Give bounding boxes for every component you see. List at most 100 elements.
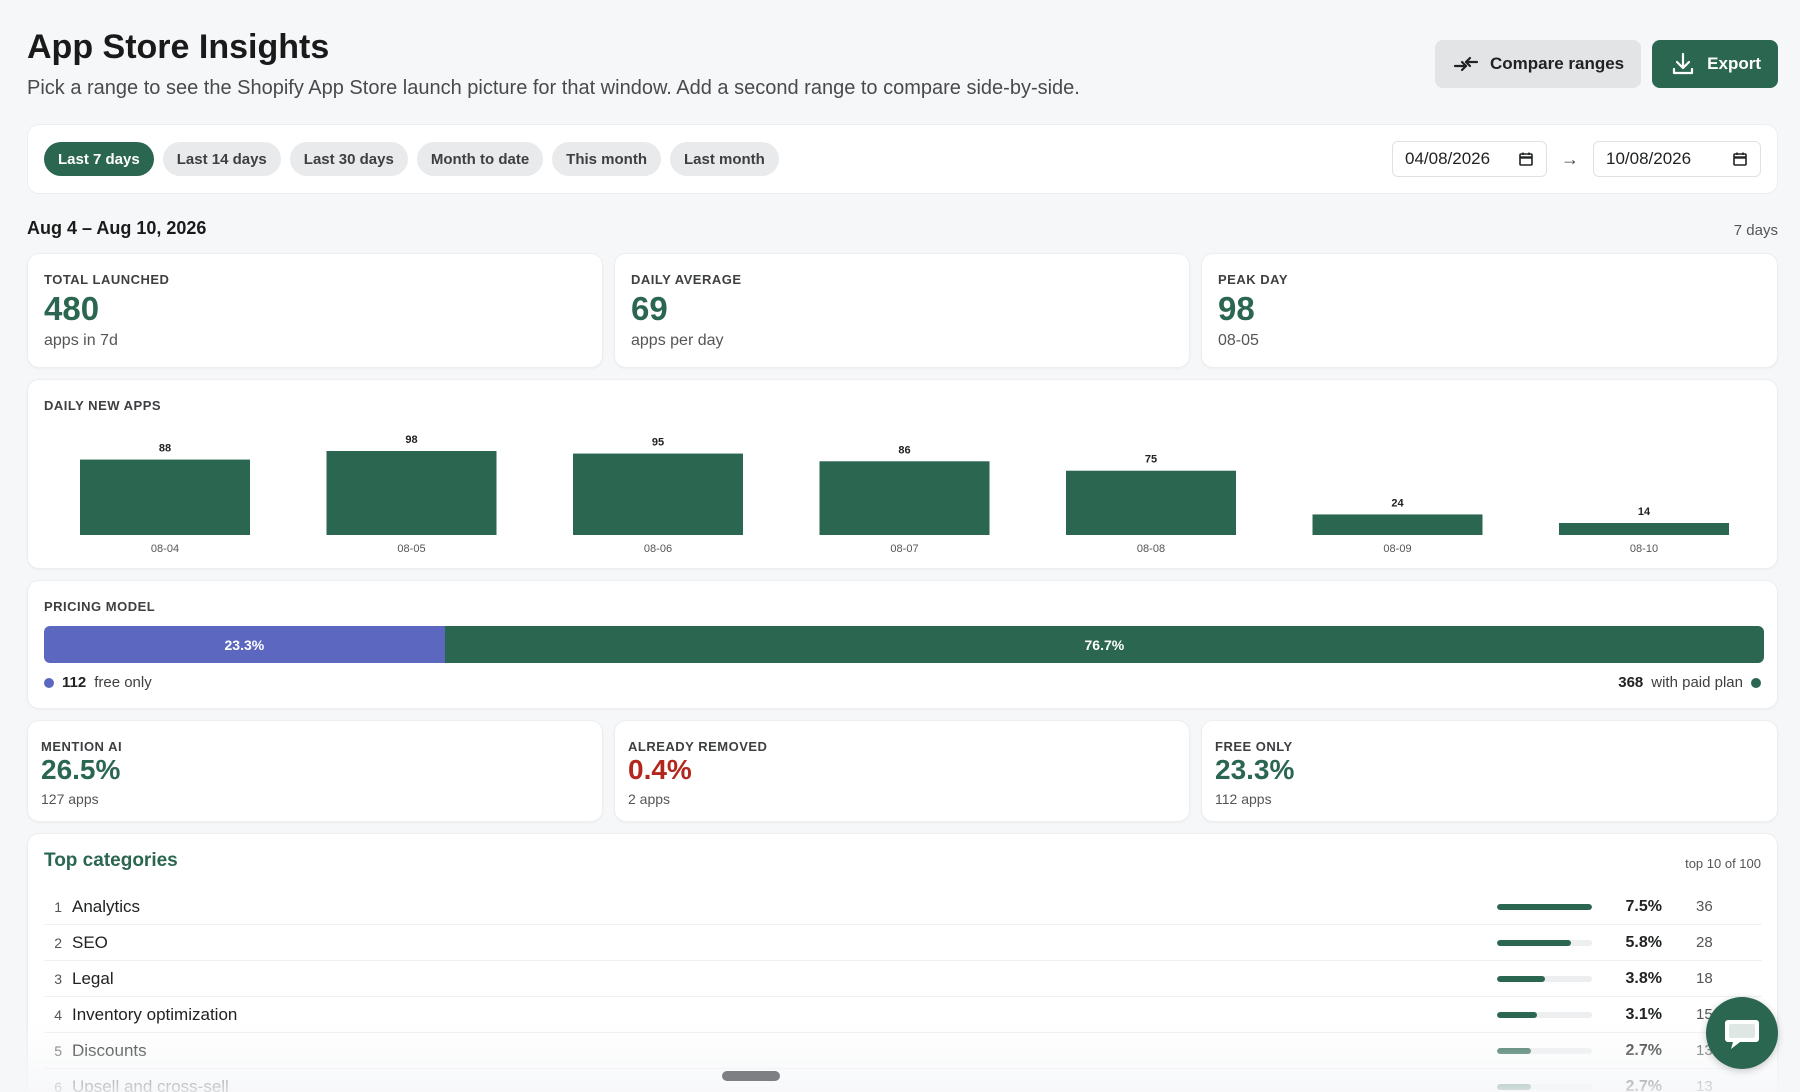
stat-card-free-only: FREE ONLY 23.3% 112 apps — [1201, 720, 1778, 822]
category-share-bar — [1497, 1011, 1592, 1018]
scroll-handle[interactable] — [722, 1071, 780, 1081]
stat-value: 480 — [44, 290, 100, 327]
page-title: App Store Insights — [27, 28, 330, 66]
stat-card-peak-day: PEAK DAY 98 08-05 — [1201, 253, 1778, 368]
free-pct-label: 23.3% — [224, 636, 265, 653]
category-share-fill — [1497, 975, 1545, 982]
paid-dot-icon — [1751, 677, 1761, 688]
chat-button[interactable] — [1706, 997, 1778, 1069]
category-pct: 7.5% — [1625, 897, 1662, 915]
top-categories-meta: top 10 of 100 — [1685, 856, 1761, 871]
page: App Store Insights Pick a range to see t… — [27, 0, 1778, 1092]
stat-label: ALREADY REMOVED — [628, 739, 768, 754]
range-preset-pill[interactable]: Last 14 days — [162, 142, 281, 176]
daily-new-apps-chart: 88 08-04 98 08-05 95 08-06 86 08-07 75 08-08 24 08-… — [80, 434, 1729, 555]
category-share-bar — [1497, 975, 1592, 982]
bar-08-04 — [80, 459, 250, 535]
free-dot-icon — [44, 677, 54, 688]
category-share-bar — [1497, 903, 1592, 910]
category-name: Upsell and cross-sell — [72, 1076, 229, 1092]
export-button[interactable]: Export — [1652, 40, 1778, 88]
category-pct: 3.8% — [1625, 969, 1662, 987]
calendar-icon[interactable] — [1518, 151, 1534, 167]
category-name: SEO — [72, 932, 108, 952]
category-share-bar — [1497, 939, 1592, 946]
bar-value-label: 24 — [1391, 497, 1404, 509]
category-list: 1 Analytics 7.5% 36 2 SEO 5.8% 28 3 Legal 3.8% 18 4 I… — [44, 889, 1762, 1092]
calendar-icon[interactable] — [1732, 151, 1748, 167]
category-share-fill — [1497, 939, 1572, 946]
bar-08-06 — [573, 453, 743, 535]
stat-value: 98 — [1218, 290, 1255, 327]
period-days: 7 days — [1733, 222, 1778, 239]
category-count: 28 — [1696, 934, 1713, 951]
top-categories-title: Top categories — [44, 850, 178, 871]
stat-sub: 08-05 — [1218, 332, 1259, 349]
legend-free: 112 free only — [44, 674, 152, 691]
category-name: Discounts — [72, 1040, 147, 1060]
category-count: 18 — [1696, 970, 1713, 987]
x-tick-label: 08-08 — [1137, 543, 1165, 555]
category-rank: 3 — [54, 970, 62, 987]
bar-08-08 — [1066, 470, 1236, 535]
x-tick-label: 08-06 — [644, 543, 672, 555]
range-bar: Last 7 days Last 14 days Last 30 days Month… — [27, 124, 1778, 194]
chart-title: DAILY NEW APPS — [44, 398, 162, 413]
category-count: 13 — [1696, 1078, 1713, 1092]
stat-value: 26.5% — [41, 754, 121, 785]
bar-08-07 — [819, 461, 990, 535]
pricing-segment-free: 23.3% — [44, 626, 445, 663]
range-preset-pill[interactable]: Last 7 days — [44, 142, 154, 176]
category-row[interactable]: 4 Inventory optimization 3.1% 15 — [44, 997, 1762, 1033]
free-count: 112 — [62, 674, 87, 691]
bar-value-label: 14 — [1638, 506, 1651, 518]
pricing-model-card: PRICING MODEL 23.3% 76.7% 112 free only … — [27, 580, 1778, 709]
bar-value-label: 95 — [652, 437, 664, 449]
start-date-input[interactable]: 04/08/2026 — [1392, 141, 1547, 177]
x-tick-label: 08-05 — [397, 543, 425, 555]
category-rank: 5 — [54, 1042, 62, 1059]
category-share-fill — [1497, 1047, 1532, 1054]
category-name: Inventory optimization — [72, 1004, 238, 1024]
arrow-right-icon: → — [1561, 148, 1579, 169]
range-preset-pill[interactable]: Month to date — [416, 142, 544, 176]
bar-value-label: 88 — [159, 443, 171, 455]
category-row[interactable]: 1 Analytics 7.5% 36 — [44, 889, 1762, 925]
free-text: free only — [94, 674, 152, 691]
range-preset-pill[interactable]: Last month — [670, 142, 779, 176]
bar-value-label: 86 — [898, 444, 910, 456]
category-share-bar — [1497, 1083, 1592, 1090]
category-row[interactable]: 6 Upsell and cross-sell 2.7% 13 — [44, 1069, 1762, 1092]
paid-count: 368 — [1618, 674, 1644, 691]
pricing-segment-paid: 76.7% — [444, 626, 1764, 663]
x-tick-label: 08-07 — [890, 543, 918, 555]
category-row[interactable]: 2 SEO 5.8% 28 — [44, 925, 1762, 961]
range-presets: Last 7 days Last 14 days Last 30 days Month… — [44, 142, 779, 176]
stat-sub: 112 apps — [1215, 791, 1272, 807]
stat-label: TOTAL LAUNCHED — [44, 272, 170, 287]
category-row[interactable]: 3 Legal 3.8% 18 — [44, 961, 1762, 997]
bar-value-label: 75 — [1145, 454, 1157, 466]
range-preset-pill[interactable]: Last 30 days — [289, 142, 408, 176]
stat-sub: apps per day — [631, 332, 724, 349]
stat-label: PEAK DAY — [1218, 272, 1288, 287]
category-name: Analytics — [72, 896, 141, 916]
end-date-input[interactable]: 10/08/2026 — [1593, 141, 1761, 177]
stat-value: 69 — [631, 290, 668, 327]
category-pct: 2.7% — [1625, 1077, 1662, 1092]
header-actions: Compare ranges Export — [1434, 40, 1778, 88]
date-range: 04/08/2026 → 10/08/2026 — [1392, 141, 1761, 177]
compare-ranges-button[interactable]: Compare ranges — [1434, 40, 1642, 88]
period-label: Aug 4 – Aug 10, 2026 — [27, 218, 207, 238]
bar-08-09 — [1312, 514, 1483, 535]
daily-new-apps-card: DAILY NEW APPS 88 08-04 98 08-05 95 08-06 86 08… — [27, 379, 1778, 569]
compare-arrows-icon — [1453, 56, 1479, 72]
chat-icon — [1725, 1020, 1759, 1049]
stat-value: 23.3% — [1215, 754, 1295, 785]
x-tick-label: 08-09 — [1383, 543, 1411, 555]
stat-label: MENTION AI — [41, 739, 123, 754]
range-preset-pill[interactable]: This month — [552, 142, 661, 176]
category-row[interactable]: 5 Discounts 2.7% 13 — [44, 1033, 1762, 1069]
stat-card-total-launched: TOTAL LAUNCHED 480 apps in 7d — [27, 253, 603, 368]
stat-label: DAILY AVERAGE — [631, 272, 742, 287]
